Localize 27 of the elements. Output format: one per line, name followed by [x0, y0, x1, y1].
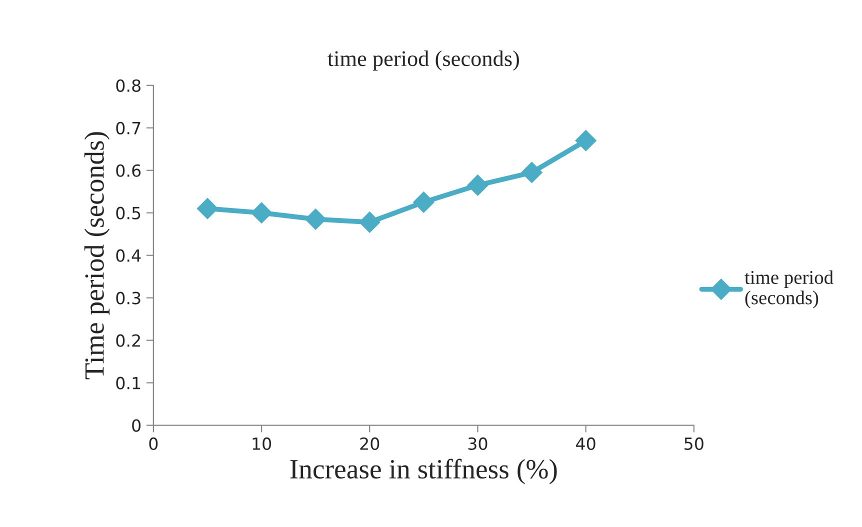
x-tick-label: 0: [149, 437, 158, 450]
x-tick-label: 40: [576, 437, 596, 450]
x-tick-label: 10: [252, 437, 272, 450]
x-tick-label: 20: [360, 437, 380, 450]
y-tick-label: 0: [132, 419, 141, 432]
point: [251, 202, 272, 224]
y-tick-label: 0.5: [116, 206, 140, 220]
point: [467, 174, 488, 196]
y-tick-label: 0.3: [116, 292, 140, 304]
y-tick-label: 0.2: [116, 334, 140, 347]
point: [196, 198, 218, 220]
point: [305, 208, 326, 230]
y-tick-label: 0.7: [116, 122, 140, 134]
y-tick-label: 0.6: [116, 164, 141, 177]
y-axis-title: Time period (seconds): [84, 132, 110, 380]
point: [359, 212, 380, 233]
point: [521, 162, 542, 183]
x-axis-title: Increase in stiffness (%): [290, 458, 557, 484]
x-tick-label: 50: [684, 437, 704, 450]
point: [413, 192, 434, 213]
point: [575, 130, 596, 152]
y-tick-label: 0.4: [116, 249, 141, 262]
legend-label: time period (seconds): [744, 270, 834, 308]
y-tick-label: 0.1: [116, 376, 140, 390]
x-tick-label: 30: [468, 437, 488, 450]
chart-title: time period (seconds): [328, 50, 519, 71]
y-tick-label: 0.8: [116, 79, 140, 92]
